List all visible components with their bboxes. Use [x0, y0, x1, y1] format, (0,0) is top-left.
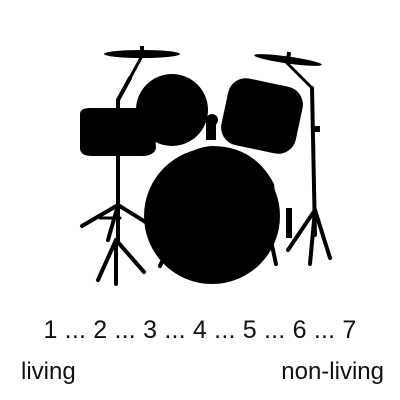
- rating-scale: 1 ... 2 ... 3 ... 4 ... 5 ... 6 ... 7: [43, 316, 357, 344]
- scale-left-label: living: [21, 358, 76, 385]
- drum-kit-silhouette-icon: [80, 46, 332, 286]
- scale-right-label: non-living: [281, 358, 384, 385]
